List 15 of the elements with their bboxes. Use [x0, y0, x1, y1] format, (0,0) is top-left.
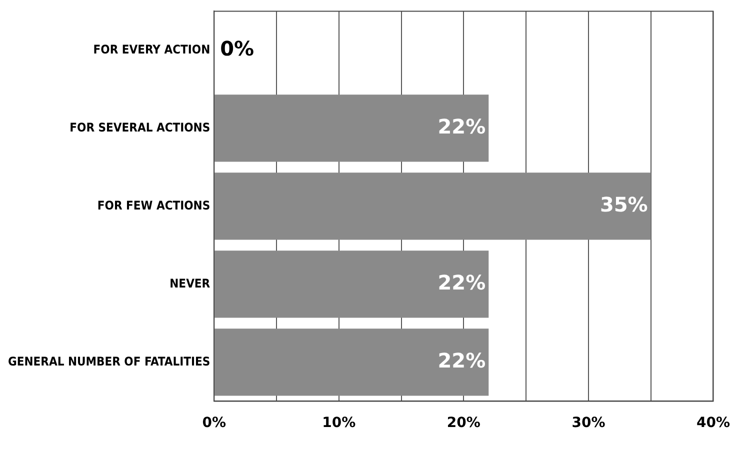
data-label: 0% [220, 36, 254, 60]
data-label: 22% [438, 270, 486, 294]
x-tick-label: 10% [322, 415, 356, 432]
data-label: 22% [438, 348, 486, 372]
x-tick-label: 30% [572, 415, 606, 432]
y-tick-label: GENERAL NUMBER OF FATALITIES [8, 354, 210, 368]
y-tick-label: FOR SEVERAL ACTIONS [70, 120, 210, 134]
data-label: 22% [438, 114, 486, 138]
data-label: 35% [600, 192, 648, 216]
y-tick-label: FOR FEW ACTIONS [97, 198, 210, 212]
x-tick-label: 0% [202, 415, 226, 432]
x-tick-label: 20% [446, 415, 480, 432]
y-tick-label: NEVER [170, 276, 211, 290]
y-tick-label: FOR EVERY ACTION [93, 42, 210, 56]
x-tick-label: 40% [696, 415, 730, 432]
